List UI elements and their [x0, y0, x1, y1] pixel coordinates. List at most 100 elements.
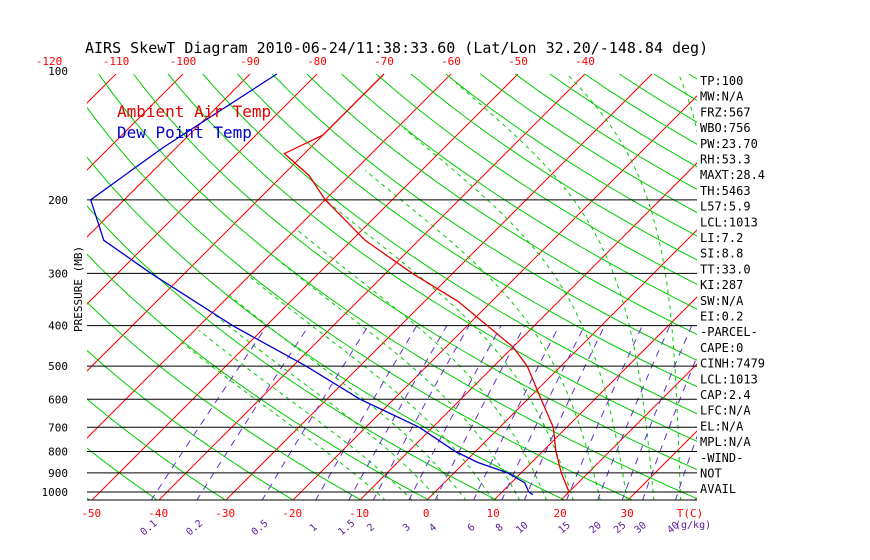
moist-adiabat — [198, 329, 413, 500]
x-axis-unit-label: T(C) — [677, 507, 704, 520]
stability-index: LFC:N/A — [700, 404, 751, 418]
stability-index: SI:8.8 — [700, 247, 743, 261]
mixing-ratio-line — [408, 325, 502, 500]
isotherm-line — [225, 73, 653, 500]
top-temp-tick-label: -90 — [240, 55, 260, 68]
mixing-ratio-tick-label: 6 — [466, 522, 478, 534]
stability-index: -WIND- — [700, 451, 743, 465]
top-temp-tick-label: -120 — [36, 55, 63, 68]
bottom-temp-tick-label: -50 — [81, 507, 101, 520]
moist-adiabat — [325, 199, 574, 500]
moist-adiabat — [213, 313, 440, 500]
isotherm-line — [0, 74, 49, 501]
y-axis-label: PRESSURE (MB) — [72, 246, 85, 332]
isotherm-line — [828, 74, 870, 501]
isotherm-line — [87, 73, 318, 305]
isotherm-line — [87, 73, 184, 171]
dewpoint-profile — [89, 73, 534, 496]
isotherm-line — [91, 73, 519, 500]
dry-adiabat — [98, 73, 697, 500]
isotherm-line — [761, 74, 870, 501]
stability-index: LCL:1013 — [700, 215, 758, 229]
temperature-profile — [283, 73, 570, 496]
dry-adiabat — [758, 74, 870, 501]
moist-adiabat — [248, 276, 494, 500]
stability-index: MPL:N/A — [700, 435, 751, 449]
stability-index: PW:23.70 — [700, 137, 758, 151]
legend: Ambient Air Temp Dew Point Temp — [117, 102, 271, 142]
stability-index: LI:7.2 — [700, 231, 743, 245]
legend-temp: Ambient Air Temp — [117, 102, 271, 121]
mixing-ratio-unit-label: (g/kg) — [675, 520, 711, 531]
stability-index: MAXT:28.4 — [700, 168, 765, 182]
mixing-ratio-tick-label: 0.2 — [184, 518, 205, 538]
pressure-tick-label: 700 — [48, 421, 68, 434]
dry-adiabat — [514, 73, 697, 190]
legend-dewpoint: Dew Point Temp — [117, 123, 252, 142]
stability-index: TH:5463 — [700, 184, 751, 198]
stability-index: CAPE:0 — [700, 341, 743, 355]
pressure-tick-label: 300 — [48, 267, 68, 280]
dry-adiabat — [87, 301, 362, 500]
dry-adiabat — [480, 73, 697, 214]
dry-adiabat — [375, 73, 697, 285]
top-temp-tick-label: -80 — [307, 55, 327, 68]
top-temp-tick-label: -50 — [508, 55, 528, 68]
dry-adiabat — [271, 73, 697, 361]
dry-adiabat — [828, 74, 870, 501]
isotherm-line — [87, 73, 251, 238]
moist-adiabat — [182, 342, 386, 500]
moist-adiabat — [270, 253, 521, 500]
mixing-ratio-tick-label: 2 — [365, 522, 377, 534]
mixing-ratio-line — [372, 325, 470, 500]
pressure-tick-label: 900 — [48, 467, 68, 480]
dry-adiabat — [87, 106, 634, 500]
top-temp-tick-label: -110 — [103, 55, 130, 68]
mixing-ratio-tick-label: 10 — [514, 520, 530, 536]
stability-index: CINH:7479 — [700, 357, 765, 371]
mixing-ratio-line — [348, 325, 448, 500]
top-temp-tick-label: -70 — [374, 55, 394, 68]
isotherm-line — [87, 73, 452, 439]
stability-index: SW:N/A — [700, 294, 744, 308]
dry-adiabat — [87, 205, 498, 500]
bottom-temp-tick-label: 10 — [487, 507, 500, 520]
top-temp-tick-label: -40 — [575, 55, 595, 68]
stability-index: LCL:1013 — [700, 372, 758, 386]
mixing-ratio-tick-label: 1.5 — [336, 518, 357, 538]
top-temp-tick-label: -60 — [441, 55, 461, 68]
stability-index: AVAIL — [700, 482, 736, 496]
pressure-tick-label: 1000 — [42, 486, 69, 499]
dry-adiabat — [341, 73, 697, 310]
mixing-ratio-tick-label: 8 — [494, 522, 506, 534]
isotherm-line — [359, 162, 697, 500]
isotherm-line — [493, 296, 697, 500]
moist-adiabat — [295, 228, 547, 500]
stability-index: MW:N/A — [700, 90, 744, 104]
dry-adiabat — [87, 253, 430, 500]
dry-adiabat — [0, 74, 23, 501]
bottom-temp-tick-label: -10 — [349, 507, 369, 520]
dry-adiabat — [306, 73, 697, 335]
top-temp-tick-label: -100 — [170, 55, 197, 68]
bottom-temp-tick-label: -40 — [148, 507, 168, 520]
mixing-ratio-line — [315, 325, 418, 500]
moist-adiabat — [455, 82, 655, 500]
pressure-tick-label: 500 — [48, 360, 68, 373]
stability-index: -PARCEL- — [700, 325, 758, 339]
isotherm-line — [560, 363, 697, 500]
dry-adiabat — [87, 447, 159, 500]
bottom-temp-tick-label: 20 — [554, 507, 567, 520]
chart-title: AIRS SkewT Diagram 2010-06-24/11:38:33.6… — [85, 39, 708, 57]
isotherm-line — [87, 73, 385, 372]
isotherm-line — [292, 95, 697, 500]
isotherm-line — [158, 73, 586, 500]
stability-index: CAP:2.4 — [700, 388, 751, 402]
mixing-ratio-tick-label: 3 — [401, 522, 413, 534]
bottom-temp-tick-label: -20 — [282, 507, 302, 520]
mixing-ratio-tick-label: 0.1 — [139, 518, 160, 538]
mixing-ratio-line — [261, 325, 369, 500]
dry-adiabat — [87, 349, 294, 500]
